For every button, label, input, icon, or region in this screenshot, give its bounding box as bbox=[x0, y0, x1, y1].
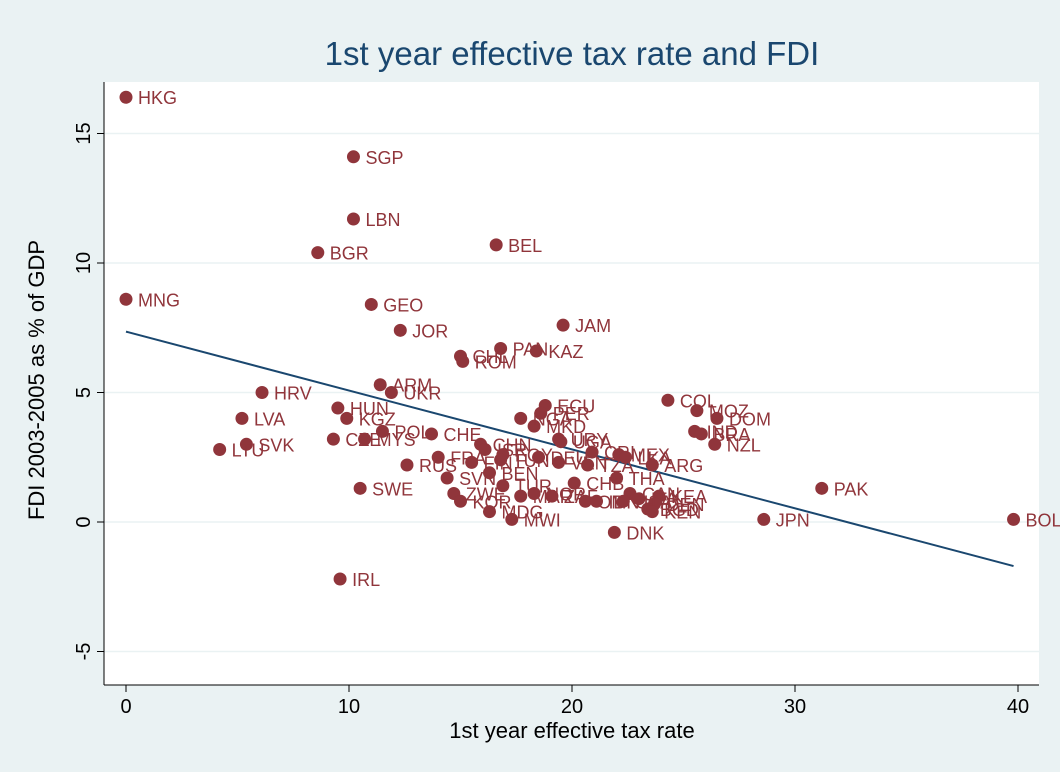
point-label: SWE bbox=[372, 479, 413, 499]
x-tick-label: 40 bbox=[1007, 696, 1029, 718]
data-point bbox=[354, 482, 367, 495]
point-label: UKR bbox=[403, 384, 441, 404]
data-point bbox=[690, 404, 703, 417]
point-label: KGZ bbox=[359, 409, 396, 429]
data-point bbox=[311, 246, 324, 259]
data-point bbox=[617, 495, 630, 508]
data-point bbox=[1007, 513, 1020, 526]
data-point bbox=[530, 345, 543, 358]
x-tick-label: 0 bbox=[120, 696, 131, 718]
data-point bbox=[432, 451, 445, 464]
y-tick-label: 0 bbox=[73, 516, 95, 527]
point-label: SGP bbox=[365, 148, 403, 168]
x-tick-label: 20 bbox=[561, 696, 583, 718]
data-point bbox=[815, 482, 828, 495]
data-point bbox=[661, 394, 674, 407]
data-point bbox=[327, 433, 340, 446]
y-tick-label: 10 bbox=[73, 252, 95, 274]
data-point bbox=[256, 386, 269, 399]
data-point bbox=[646, 505, 659, 518]
point-label: GEO bbox=[383, 295, 423, 315]
point-label: ROM bbox=[475, 352, 517, 372]
data-point bbox=[757, 513, 770, 526]
data-point bbox=[400, 459, 413, 472]
data-point bbox=[334, 572, 347, 585]
data-point bbox=[483, 505, 496, 518]
plot-area bbox=[104, 82, 1039, 685]
data-point bbox=[695, 427, 708, 440]
data-point bbox=[425, 427, 438, 440]
point-label: JAM bbox=[575, 316, 611, 336]
data-point bbox=[385, 386, 398, 399]
point-label: KEN bbox=[664, 503, 701, 523]
point-label: BGR bbox=[330, 244, 369, 264]
data-point bbox=[358, 433, 371, 446]
data-point bbox=[235, 412, 248, 425]
point-label: MWI bbox=[524, 510, 561, 530]
data-point bbox=[632, 492, 645, 505]
x-axis-label: 1st year effective tax rate bbox=[449, 718, 694, 743]
data-point bbox=[441, 471, 454, 484]
data-point bbox=[590, 495, 603, 508]
data-point bbox=[545, 490, 558, 503]
data-point bbox=[347, 150, 360, 163]
point-label: LVA bbox=[254, 409, 285, 429]
point-label: IRL bbox=[352, 570, 380, 590]
x-tick-label: 30 bbox=[784, 696, 806, 718]
data-point bbox=[528, 487, 541, 500]
data-point bbox=[347, 212, 360, 225]
data-point bbox=[490, 238, 503, 251]
data-point bbox=[340, 412, 353, 425]
data-point bbox=[465, 456, 478, 469]
data-point bbox=[708, 438, 721, 451]
point-label: LBN bbox=[365, 210, 400, 230]
chart-title: 1st year effective tax rate and FDI bbox=[325, 35, 820, 72]
data-point bbox=[581, 459, 594, 472]
point-label: KAZ bbox=[548, 342, 583, 362]
y-tick-label: -5 bbox=[73, 643, 95, 661]
y-tick-label: 15 bbox=[73, 122, 95, 144]
data-point bbox=[394, 324, 407, 337]
data-point bbox=[483, 466, 496, 479]
point-label: NZL bbox=[727, 435, 761, 455]
point-label: BOL bbox=[1026, 510, 1060, 530]
data-point bbox=[454, 495, 467, 508]
data-point bbox=[120, 91, 133, 104]
data-point bbox=[374, 378, 387, 391]
data-point bbox=[514, 412, 527, 425]
point-label: ARG bbox=[664, 456, 703, 476]
data-point bbox=[213, 443, 226, 456]
y-axis-label: FDI 2003-2005 as % of GDP bbox=[24, 240, 49, 520]
point-label: BEL bbox=[508, 236, 542, 256]
data-point bbox=[514, 490, 527, 503]
data-point bbox=[120, 293, 133, 306]
data-point bbox=[331, 402, 344, 415]
point-label: PAK bbox=[834, 479, 869, 499]
data-point bbox=[579, 495, 592, 508]
data-point bbox=[557, 319, 570, 332]
x-tick-label: 10 bbox=[338, 696, 360, 718]
point-label: LTU bbox=[232, 440, 265, 460]
y-tick-label: 5 bbox=[73, 387, 95, 398]
point-label: JPN bbox=[776, 510, 810, 530]
point-label: NGA bbox=[533, 409, 572, 429]
point-label: DNK bbox=[626, 523, 664, 543]
point-label: HRV bbox=[274, 384, 312, 404]
data-point bbox=[505, 513, 518, 526]
data-point bbox=[554, 435, 567, 448]
point-label: MNG bbox=[138, 290, 180, 310]
point-label: JOR bbox=[412, 321, 448, 341]
data-point bbox=[456, 355, 469, 368]
point-label: HKG bbox=[138, 88, 177, 108]
data-point bbox=[365, 298, 378, 311]
data-point bbox=[532, 451, 545, 464]
point-label: MYS bbox=[377, 430, 416, 450]
data-point bbox=[608, 526, 621, 539]
